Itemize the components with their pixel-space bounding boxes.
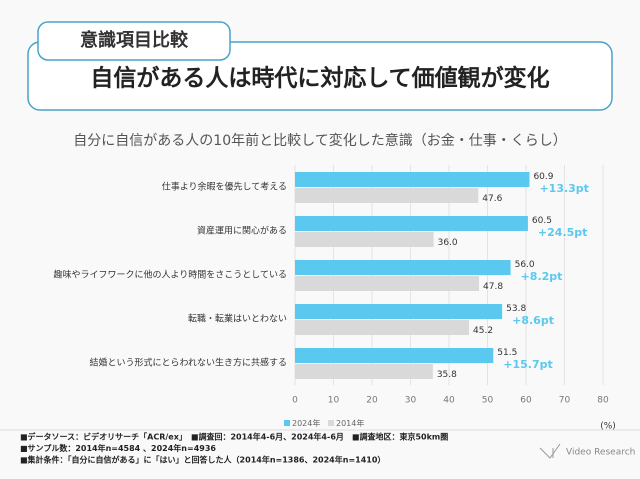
unit: (%) — [600, 422, 616, 432]
annotation: +13.3pt — [539, 182, 589, 195]
value-label: 60.5 — [532, 216, 552, 226]
y-tick-label: 転職・転業はいとわない — [188, 313, 287, 325]
note: ■サンプル数：2014年n=4584 、2024年n=4936 — [20, 443, 216, 453]
bar — [295, 172, 530, 187]
logo-mark — [539, 443, 561, 459]
x-tick-label: 60 — [520, 396, 532, 406]
bar — [295, 364, 433, 379]
value-label: 56.0 — [515, 260, 535, 270]
legend-swatch — [284, 420, 290, 426]
x-tick-label: 10 — [328, 396, 340, 406]
y-tick-label: 資産運用に関心がある — [197, 225, 287, 237]
value-label: 47.6 — [482, 194, 502, 204]
bar — [295, 260, 511, 275]
x-tick-label: 0 — [292, 396, 298, 406]
note: ■データソース：ビデオリサーチ「ACR/ex」 ■調査回：2014年4-6月、2… — [20, 432, 448, 442]
value-label: 36.0 — [438, 238, 458, 248]
legend-label: 2014年 — [336, 418, 364, 428]
bar — [295, 348, 494, 363]
tag-box — [37, 21, 231, 61]
annotation: +8.2pt — [521, 270, 563, 283]
y-tick-label: 結婚という形式にとらわれない生き方に共感する — [89, 357, 287, 369]
note: ■集計条件：「自分に自信がある」に「はい」と回答した人（2014年n=1386、… — [20, 455, 385, 465]
value-label: 53.8 — [506, 304, 526, 314]
logo: Video Research — [539, 443, 635, 459]
x-tick-label: 30 — [405, 396, 417, 406]
annotation: +15.7pt — [503, 358, 553, 371]
legend-label: 2024年 — [292, 418, 320, 428]
value-label: 47.8 — [483, 282, 503, 292]
value-label: 51.5 — [497, 348, 517, 358]
x-tick-label: 20 — [366, 396, 378, 406]
bar — [295, 188, 479, 203]
y-tick-label: 仕事より余暇を優先して考える — [162, 181, 287, 193]
bar — [295, 232, 434, 247]
annotation: +8.6pt — [512, 314, 554, 327]
bar — [295, 304, 503, 319]
x-tick-label: 80 — [597, 396, 609, 406]
brand: Video Research — [566, 448, 635, 458]
bar — [295, 320, 470, 335]
x-tick-label: 70 — [559, 396, 571, 406]
value-label: 45.2 — [473, 326, 493, 336]
value-label: 60.9 — [533, 172, 553, 182]
chart-title: 自分に自信がある人の10年前と比較して変化した意識（お金・仕事・くらし） — [73, 132, 566, 149]
tag: 意識項目比較 — [80, 29, 189, 51]
bar — [295, 216, 528, 231]
x-tick-label: 40 — [443, 396, 455, 406]
main-title: 自信がある人は時代に対応して価値観が変化 — [90, 65, 549, 92]
annotation: +24.5pt — [538, 226, 588, 239]
bar — [295, 276, 480, 291]
y-tick-label: 趣味やライフワークに他の人より時間をさこうとしている — [53, 269, 287, 281]
value-label: 35.8 — [437, 370, 457, 380]
x-tick-label: 50 — [482, 396, 494, 406]
legend-swatch — [328, 420, 334, 426]
